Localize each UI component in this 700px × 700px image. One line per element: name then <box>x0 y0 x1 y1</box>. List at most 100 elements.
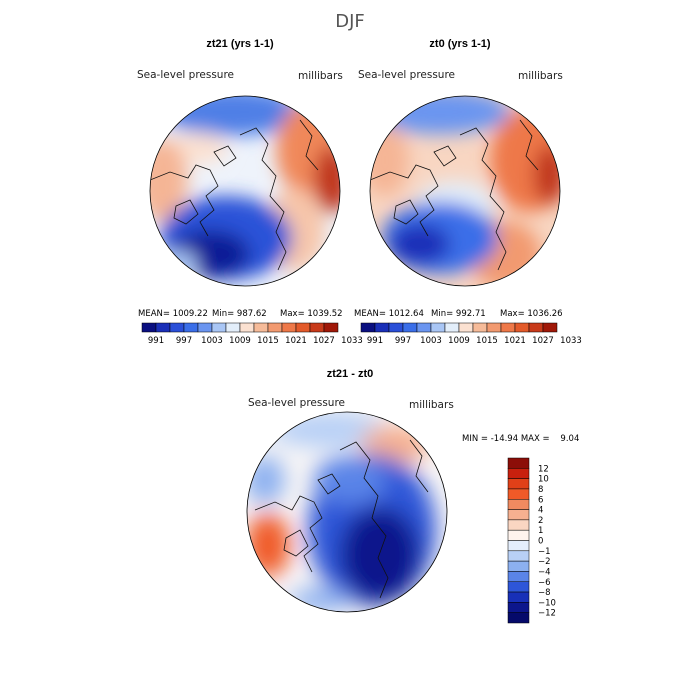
colorbar-swatch <box>514 322 530 333</box>
colorbar-tick-label: −1 <box>538 547 551 557</box>
colorbar-tick-label: 1 <box>538 526 543 536</box>
colorbar-swatch <box>507 499 530 510</box>
colorbar-swatch <box>416 322 432 333</box>
colorbar-tick-label: 12 <box>538 464 549 474</box>
panel-difference: zt21 - zt0 Sea-level pressure millibars … <box>246 368 579 624</box>
panel-difference-variable: Sea-level pressure <box>248 397 345 409</box>
colorbar-swatch <box>507 488 530 500</box>
colorbar-swatch <box>507 540 530 552</box>
colorbar-swatch <box>388 322 404 333</box>
colorbar-swatch <box>507 571 530 582</box>
panel-zt0: zt0 (yrs 1-1) Sea-level pressure milliba… <box>354 38 582 346</box>
colorbar-swatch <box>211 322 227 333</box>
colorbar-swatch <box>507 612 530 624</box>
colorbar-swatch <box>225 322 241 333</box>
colorbar-swatch <box>458 322 474 333</box>
panel-difference-units: millibars <box>409 399 454 411</box>
colorbar-swatch <box>309 322 325 333</box>
panel-zt21-min: Min= 987.62 <box>212 309 267 319</box>
panel-zt21-colorbar: 991 997 1003 1009 1015 1021 1027 1033 <box>141 322 363 346</box>
colorbar-swatch <box>323 322 339 333</box>
colorbar-swatch <box>169 322 185 333</box>
panel-zt0-title: zt0 (yrs 1-1) <box>429 38 490 50</box>
panel-difference-map-border <box>246 411 448 613</box>
panel-difference-coastlines <box>254 439 429 599</box>
colorbar-swatch <box>507 560 530 572</box>
colorbar-swatch <box>542 322 558 333</box>
panel-zt0-mean: MEAN= 1012.64 <box>354 309 424 319</box>
colorbar-tick-label: 10 <box>538 475 549 485</box>
panel-difference-minmax: MIN = -14.94 MAX = 9.04 <box>462 434 579 444</box>
panel-zt21-title: zt21 (yrs 1-1) <box>206 38 274 50</box>
colorbar-tick-label: 1003 <box>201 336 223 346</box>
panel-difference-map <box>247 412 447 612</box>
panel-zt21-max: Max= 1039.52 <box>280 309 343 319</box>
colorbar-swatch <box>183 322 199 333</box>
colorbar-swatch <box>507 468 530 479</box>
panel-zt0-min: Min= 992.71 <box>431 309 486 319</box>
panel-zt0-coastlines <box>370 119 539 271</box>
colorbar-tick-label: −6 <box>538 578 551 588</box>
panel-zt0-units: millibars <box>518 70 563 82</box>
colorbar-tick-label: 4 <box>538 506 543 516</box>
colorbar-swatch <box>507 591 530 603</box>
colorbar-swatch <box>507 529 530 541</box>
panel-difference-title: zt21 - zt0 <box>327 368 373 380</box>
panel-zt21-coastlines <box>150 119 319 271</box>
colorbar-tick-label: 2 <box>538 516 543 526</box>
colorbar-tick-label: 1009 <box>448 336 470 346</box>
panel-zt21-variable: Sea-level pressure <box>137 69 234 81</box>
colorbar-swatch <box>486 322 502 333</box>
colorbar-tick-label: 1015 <box>476 336 498 346</box>
colorbar-swatch <box>528 322 544 333</box>
panel-zt21-mean: MEAN= 1009.22 <box>138 309 208 319</box>
colorbar-tick-label: 997 <box>395 336 411 346</box>
colorbar-tick-label: −2 <box>538 557 551 567</box>
colorbar-tick-label: 1021 <box>285 336 307 346</box>
colorbar-swatch <box>507 602 530 613</box>
panel-zt0-map-border <box>369 95 561 287</box>
colorbar-tick-label: −12 <box>538 609 556 619</box>
colorbar-tick-label: 0 <box>538 537 543 547</box>
colorbar-swatch <box>267 322 283 333</box>
colorbar-swatch <box>507 457 530 469</box>
colorbar-swatch <box>507 519 530 531</box>
colorbar-tick-label: 1027 <box>532 336 554 346</box>
colorbar-tick-label: 1027 <box>313 336 335 346</box>
colorbar-tick-label: 991 <box>367 336 383 346</box>
panel-zt0-map <box>370 96 560 286</box>
colorbar-swatch <box>507 550 530 562</box>
colorbar-swatch <box>430 322 446 333</box>
colorbar-swatch <box>281 322 297 333</box>
colorbar-swatch <box>141 322 157 333</box>
panel-zt0-max: Max= 1036.26 <box>500 309 563 319</box>
colorbar-tick-label: 1033 <box>341 336 363 346</box>
colorbar-swatch <box>374 322 390 333</box>
panel-zt0-colorbar: 991 997 1003 1009 1015 1021 1027 1033 <box>360 322 582 346</box>
colorbar-tick-label: 991 <box>148 336 164 346</box>
colorbar-swatch <box>507 509 530 521</box>
colorbar-swatch <box>507 478 530 490</box>
colorbar-tick-label: −8 <box>538 588 551 598</box>
colorbar-tick-label: 1015 <box>257 336 279 346</box>
colorbar-swatch <box>444 322 460 333</box>
colorbar-swatch <box>239 322 255 333</box>
panel-zt21-map-border <box>149 95 341 287</box>
colorbar-swatch <box>507 581 530 593</box>
colorbar-tick-label: −10 <box>538 598 556 608</box>
colorbar-tick-label: 1003 <box>420 336 442 346</box>
colorbar-swatch <box>155 322 171 333</box>
colorbar-swatch <box>472 322 488 333</box>
colorbar-swatch <box>295 322 311 333</box>
panel-zt21-map <box>150 96 340 286</box>
colorbar-tick-label: 6 <box>538 495 543 505</box>
colorbar-tick-label: −4 <box>538 567 551 577</box>
colorbar-tick-label: 1009 <box>229 336 251 346</box>
panel-zt21: zt21 (yrs 1-1) Sea-level pressure millib… <box>137 38 363 346</box>
figure-suptitle: DJF <box>335 11 365 32</box>
colorbar-tick-label: 1021 <box>504 336 526 346</box>
colorbar-tick-label: 997 <box>176 336 192 346</box>
panel-zt21-units: millibars <box>298 70 343 82</box>
colorbar-swatch <box>360 322 376 333</box>
colorbar-tick-label: 8 <box>538 485 543 495</box>
